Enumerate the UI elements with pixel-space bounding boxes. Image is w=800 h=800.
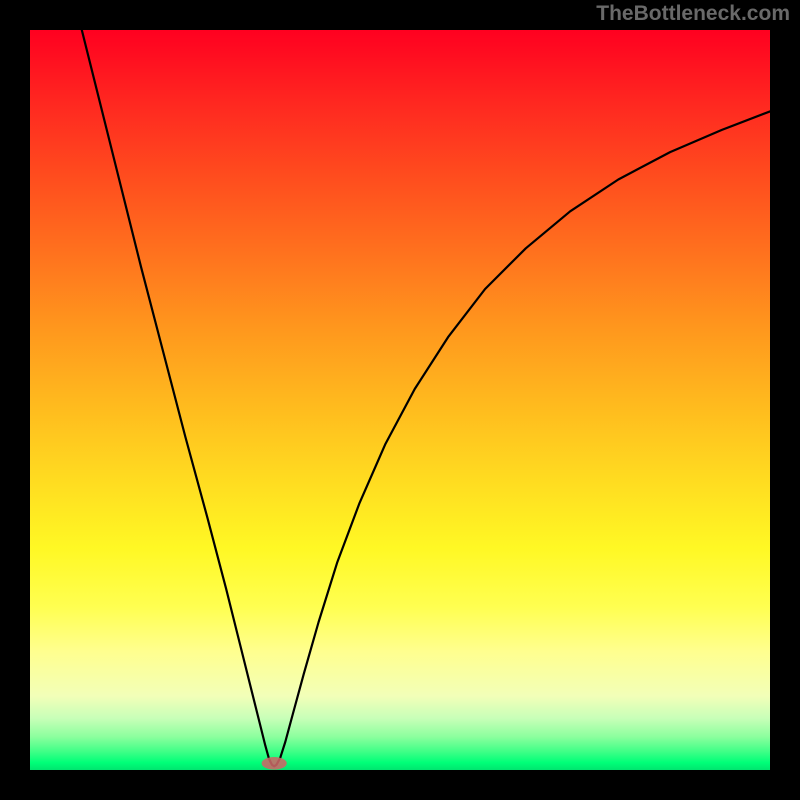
chart-plot — [30, 30, 770, 770]
chart-container: TheBottleneck.com — [0, 0, 800, 800]
watermark-text: TheBottleneck.com — [596, 2, 790, 26]
chart-background — [30, 30, 770, 770]
minimum-marker — [262, 757, 287, 770]
